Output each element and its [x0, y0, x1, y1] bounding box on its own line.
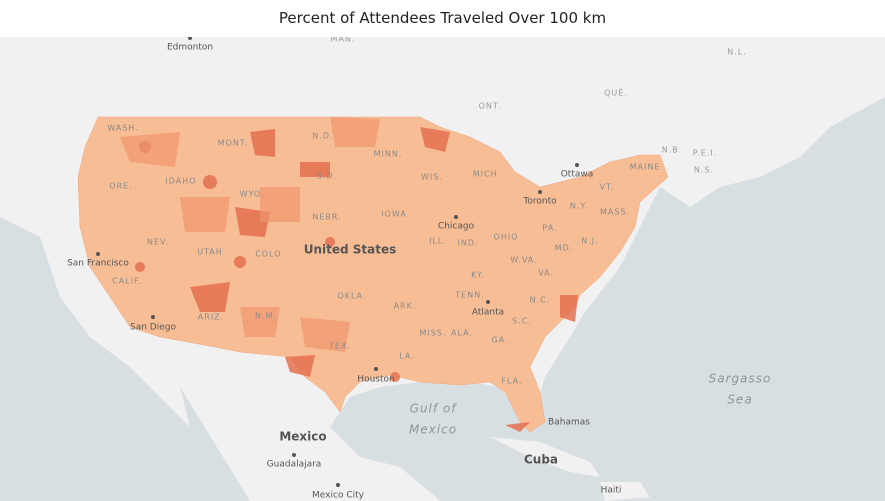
city-dot: [292, 453, 296, 457]
city-dot: [96, 252, 100, 256]
place-label: GA.: [491, 336, 508, 345]
place-label: ORE.: [109, 182, 132, 191]
place-label: IOWA: [381, 210, 407, 219]
place-label: Houston: [357, 375, 394, 385]
us-fill: [77, 116, 669, 433]
place-label: Guadalajara: [267, 460, 322, 470]
place-label: Atlanta: [472, 308, 504, 318]
place-label: Chicago: [438, 222, 475, 232]
place-label: N.C.: [530, 296, 551, 305]
place-label: VA.: [538, 269, 554, 278]
place-label: ALA.: [451, 329, 473, 338]
place-label: IDAHO: [165, 177, 196, 186]
place-label: Mexico City: [312, 491, 365, 501]
land-hispaniola: [600, 482, 650, 501]
place-label: N.J.: [581, 237, 598, 246]
place-label: WYO.: [240, 190, 265, 199]
place-label: ONT.: [479, 102, 502, 111]
land-mexico-south: [180, 387, 440, 501]
place-label: PA.: [542, 224, 557, 233]
place-label: N.D.: [312, 132, 333, 141]
place-label: NEV.: [147, 238, 169, 247]
place-label: N.S.: [694, 166, 714, 175]
place-label: MISS.: [420, 329, 447, 338]
dark-areas: [135, 127, 578, 432]
place-label: Ottawa: [561, 170, 594, 180]
place-label: W.VA.: [510, 256, 537, 265]
place-label: TEX.: [328, 342, 351, 351]
land-canada-east: [690, 127, 800, 177]
place-label: CALIF.: [112, 277, 142, 286]
place-label: S.D.: [317, 172, 337, 181]
place-label: NEBR.: [312, 213, 341, 222]
place-label: WASH.: [107, 124, 138, 133]
water-label: Sargasso: [709, 372, 772, 386]
place-label: OKLA.: [337, 292, 366, 301]
place-label: MINN.: [374, 150, 403, 159]
place-label: Edmonton: [167, 43, 213, 53]
place-label: San Diego: [130, 323, 176, 333]
place-label: MAINE: [630, 163, 661, 172]
place-label: QUÉ.: [604, 87, 628, 98]
place-label: VT.: [600, 183, 615, 192]
place-label: San Francisco: [67, 259, 129, 269]
mid-areas: [120, 117, 380, 352]
water-label: Sea: [727, 393, 752, 407]
place-label: Mexico: [279, 430, 326, 444]
city-dot: [151, 315, 155, 319]
city-dot: [538, 190, 542, 194]
water-label: Gulf of: [410, 402, 458, 416]
place-label: MONT.: [218, 139, 249, 148]
place-label: Toronto: [522, 197, 557, 207]
place-label: ARIZ.: [198, 313, 224, 322]
place-label: WIS.: [421, 173, 443, 182]
place-label: N.M.: [255, 312, 277, 321]
place-label: LA.: [399, 352, 415, 361]
place-label: S.C.: [512, 317, 532, 326]
city-dot: [188, 37, 192, 40]
place-label: ILL.: [429, 237, 447, 246]
city-dot: [486, 300, 490, 304]
place-label: N.B.: [662, 146, 683, 155]
place-label: Cuba: [524, 453, 558, 467]
land-cuba: [490, 437, 600, 477]
place-label: N.L.: [727, 48, 747, 57]
place-label: United States: [304, 243, 397, 257]
place-label: MICH.: [473, 170, 501, 179]
place-label: IND.: [457, 239, 478, 248]
place-label: P.E.I.: [693, 149, 718, 158]
city-dot: [575, 163, 579, 167]
map-title: Percent of Attendees Traveled Over 100 k…: [278, 9, 607, 27]
place-label: KY.: [471, 271, 485, 280]
city-dot: [454, 215, 458, 219]
place-label: N.Y.: [570, 202, 588, 211]
city-dot: [374, 367, 378, 371]
map: Edmonton MAN. N.L. ONT. QUÉ. WASH. MONT. N.D. MI…: [0, 37, 885, 501]
water-label: Mexico: [409, 423, 457, 437]
city-dot: [336, 483, 340, 487]
place-label: MAN.: [331, 37, 356, 44]
place-label: ARK.: [394, 302, 417, 311]
place-label: UTAH: [197, 248, 223, 257]
place-label: OHIO: [494, 233, 519, 242]
place-label: Haiti: [601, 486, 622, 496]
place-label: Bahamas: [548, 418, 590, 428]
place-label: MASS.: [600, 208, 630, 217]
place-label: TENN.: [454, 291, 484, 300]
place-label: MD.: [555, 244, 574, 253]
place-label: COLO.: [255, 250, 285, 259]
place-label: FLA.: [501, 377, 522, 386]
